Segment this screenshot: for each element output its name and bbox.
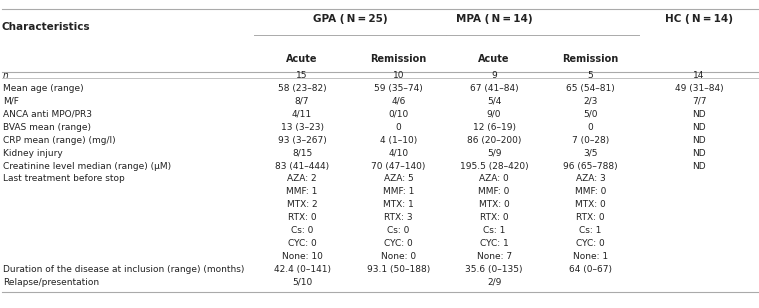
Text: 35.6 (0–135): 35.6 (0–135) [465,265,523,274]
Text: CYC: 1: CYC: 1 [480,239,509,248]
Text: Remission: Remission [562,54,619,63]
Text: 70 (47–140): 70 (47–140) [371,161,426,171]
Text: ND: ND [692,136,706,145]
Text: MMF: 1: MMF: 1 [286,187,318,197]
Text: 14: 14 [694,71,704,80]
Text: 49 (31–84): 49 (31–84) [675,84,723,93]
Text: M/F: M/F [3,97,19,106]
Text: 67 (41–84): 67 (41–84) [470,84,518,93]
Text: MMF: 0: MMF: 0 [478,187,510,197]
Text: 8/7: 8/7 [294,97,310,106]
Text: RTX: 3: RTX: 3 [384,213,413,222]
Text: Kidney injury: Kidney injury [3,148,63,158]
Text: AZA: 5: AZA: 5 [383,174,414,184]
Text: None: 1: None: 1 [573,252,608,261]
Text: 15: 15 [296,71,308,80]
Text: MTX: 2: MTX: 2 [287,200,317,209]
Text: 5/4: 5/4 [487,97,501,106]
Text: Cs: 0: Cs: 0 [291,226,313,235]
Text: None: 0: None: 0 [381,252,416,261]
Text: 58 (23–82): 58 (23–82) [278,84,326,93]
Text: Acute: Acute [286,54,318,63]
Text: 86 (20–200): 86 (20–200) [467,136,521,145]
Text: RTX: 0: RTX: 0 [576,213,605,222]
Text: Characteristics: Characteristics [2,22,90,32]
Text: 42.4 (0–141): 42.4 (0–141) [273,265,331,274]
Text: Mean age (range): Mean age (range) [3,84,83,93]
Text: BVAS mean (range): BVAS mean (range) [3,123,91,132]
Text: 7/7: 7/7 [691,97,707,106]
Text: 5/0: 5/0 [583,110,598,119]
Text: 8/15: 8/15 [292,148,312,158]
Text: CYC: 0: CYC: 0 [576,239,605,248]
Text: 9: 9 [491,71,497,80]
Text: MTX: 0: MTX: 0 [575,200,606,209]
Text: AZA: 0: AZA: 0 [479,174,509,184]
Text: None: 7: None: 7 [477,252,512,261]
Text: 59 (35–74): 59 (35–74) [374,84,423,93]
Text: HC ( N = 14): HC ( N = 14) [665,14,733,24]
Text: 64 (0–67): 64 (0–67) [569,265,612,274]
Text: RTX: 0: RTX: 0 [288,213,317,222]
Text: 7 (0–28): 7 (0–28) [572,136,609,145]
Text: CRP mean (range) (mg/l): CRP mean (range) (mg/l) [3,136,115,145]
Text: 4/6: 4/6 [392,97,405,106]
Text: 0/10: 0/10 [389,110,408,119]
Text: Cs: 1: Cs: 1 [579,226,602,235]
Text: 4/11: 4/11 [292,110,312,119]
Text: 195.5 (28–420): 195.5 (28–420) [460,161,528,171]
Text: MPA ( N = 14): MPA ( N = 14) [456,14,532,24]
Text: MMF: 1: MMF: 1 [383,187,414,197]
Text: n: n [3,71,9,80]
Text: Last treatment before stop: Last treatment before stop [3,174,124,184]
Text: 96 (65–788): 96 (65–788) [563,161,618,171]
Text: AZA: 3: AZA: 3 [575,174,606,184]
Text: 10: 10 [392,71,405,80]
Text: GPA ( N = 25): GPA ( N = 25) [313,14,388,24]
Text: 3/5: 3/5 [583,148,598,158]
Text: ND: ND [692,123,706,132]
Text: MTX: 1: MTX: 1 [383,200,414,209]
Text: None: 10: None: 10 [282,252,323,261]
Text: AZA: 2: AZA: 2 [287,174,317,184]
Text: 9/0: 9/0 [487,110,502,119]
Text: 0: 0 [587,123,594,132]
Text: ANCA anti MPO/PR3: ANCA anti MPO/PR3 [3,110,92,119]
Text: 65 (54–81): 65 (54–81) [566,84,615,93]
Text: 13 (3–23): 13 (3–23) [281,123,323,132]
Text: CYC: 0: CYC: 0 [384,239,413,248]
Text: 4 (1–10): 4 (1–10) [380,136,417,145]
Text: Cs: 1: Cs: 1 [483,226,505,235]
Text: 4/10: 4/10 [389,148,408,158]
Text: Duration of the disease at inclusion (range) (months): Duration of the disease at inclusion (ra… [3,265,244,274]
Text: 0: 0 [395,123,402,132]
Text: 2/9: 2/9 [487,278,501,287]
Text: Remission: Remission [370,54,427,63]
Text: 93.1 (50–188): 93.1 (50–188) [367,265,430,274]
Text: ND: ND [692,161,706,171]
Text: 5/9: 5/9 [487,148,502,158]
Text: 83 (41–444): 83 (41–444) [275,161,329,171]
Text: 5/10: 5/10 [292,278,312,287]
Text: Cs: 0: Cs: 0 [387,226,410,235]
Text: 12 (6–19): 12 (6–19) [473,123,515,132]
Text: ND: ND [692,110,706,119]
Text: CYC: 0: CYC: 0 [288,239,317,248]
Text: Acute: Acute [478,54,510,63]
Text: RTX: 0: RTX: 0 [480,213,509,222]
Text: Creatinine level median (range) (µM): Creatinine level median (range) (µM) [3,161,172,171]
Text: 2/3: 2/3 [584,97,597,106]
Text: Relapse/presentation: Relapse/presentation [3,278,99,287]
Text: MMF: 0: MMF: 0 [575,187,606,197]
Text: 93 (3–267): 93 (3–267) [278,136,326,145]
Text: 5: 5 [587,71,594,80]
Text: ND: ND [692,148,706,158]
Text: MTX: 0: MTX: 0 [479,200,509,209]
